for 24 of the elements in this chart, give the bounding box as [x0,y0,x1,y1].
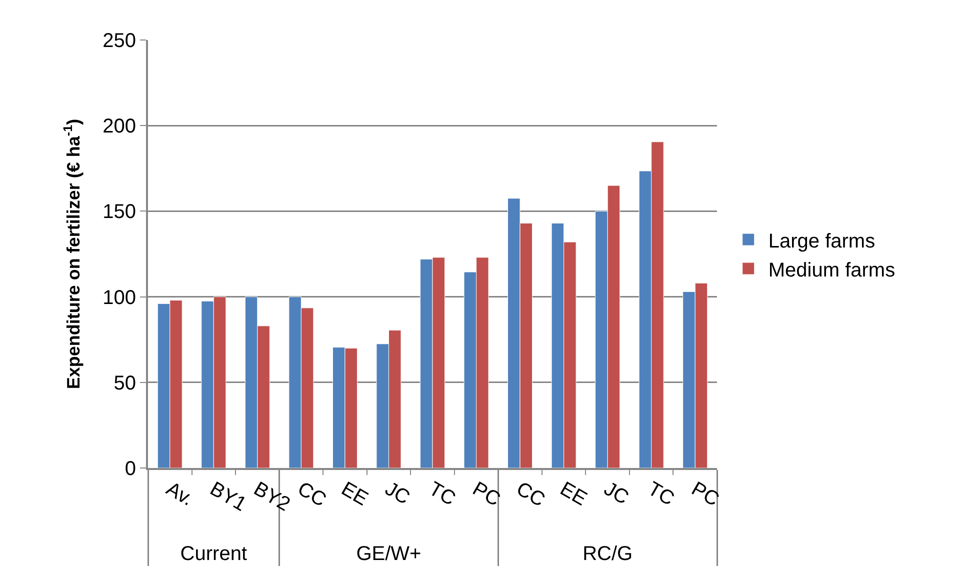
text: GE/W+ [356,542,422,565]
text: Current [180,542,248,565]
x-tick-label: CC [512,478,549,512]
legend-label: Medium farms [768,259,896,282]
y-tick-label: 0 [124,458,136,480]
y-tick-label: 200 [102,116,136,138]
x-tick-label: JC [600,478,632,510]
x-tick-label: EE [556,478,590,510]
x-tick-label: PC [468,478,504,511]
x-tick-label: BY1 [206,478,250,516]
x-tick-label: TC [425,478,460,510]
x-tick-label: PC [688,478,723,511]
x-tick-label: TC [644,478,678,510]
text: RC/G [582,542,633,565]
x-tick-label: Av. [162,478,197,511]
x-tick-label: EE [337,478,372,510]
y-tick-label: 250 [102,30,136,52]
x-tick-label: CC [294,478,330,512]
x-tick-label: BY2 [250,478,294,516]
y-tick-label: 50 [114,372,136,394]
y-tick-label: 100 [102,286,136,309]
y-tick-label: 150 [102,201,136,224]
x-tick-label: JC [381,478,414,510]
legend-label: Large farms [768,230,876,252]
